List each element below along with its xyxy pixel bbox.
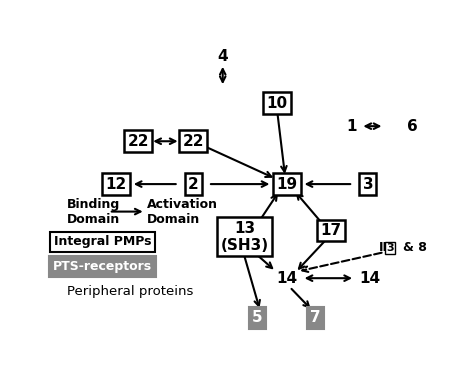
- Text: 12: 12: [106, 177, 127, 192]
- Text: 10: 10: [266, 96, 288, 111]
- Text: 22: 22: [128, 134, 149, 149]
- Text: IP: IP: [379, 241, 392, 254]
- Text: Integral PMPs: Integral PMPs: [54, 235, 151, 249]
- Text: Peripheral proteins: Peripheral proteins: [67, 285, 194, 298]
- Text: 2: 2: [188, 177, 199, 192]
- Text: & 8: & 8: [403, 241, 427, 254]
- Text: PTS-receptors: PTS-receptors: [53, 260, 152, 273]
- Text: 3: 3: [363, 177, 373, 192]
- Text: 4: 4: [218, 49, 228, 64]
- Text: 19: 19: [276, 177, 298, 192]
- Text: 17: 17: [320, 223, 342, 238]
- Text: 14: 14: [276, 271, 298, 286]
- Text: Activation
Domain: Activation Domain: [146, 198, 218, 226]
- Text: 14: 14: [359, 271, 380, 286]
- Text: 22: 22: [182, 134, 204, 149]
- Text: Binding
Domain: Binding Domain: [67, 198, 120, 226]
- Text: 6: 6: [407, 119, 417, 134]
- Text: 1: 1: [346, 119, 356, 134]
- Text: 13
(SH3): 13 (SH3): [221, 221, 269, 253]
- Text: 5: 5: [252, 310, 263, 325]
- Text: 7: 7: [310, 310, 321, 325]
- Text: 3: 3: [386, 243, 394, 253]
